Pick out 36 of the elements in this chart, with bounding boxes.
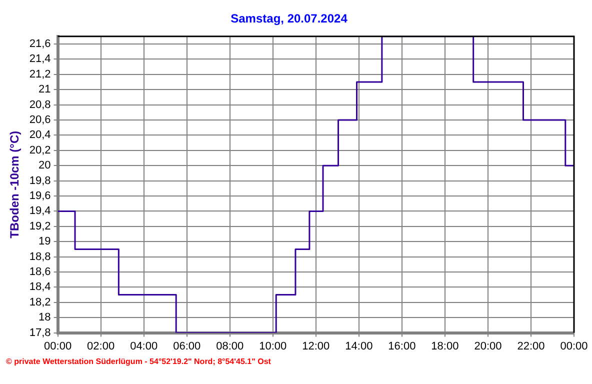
y-tick-label: 19,8 bbox=[29, 174, 51, 187]
y-tick-label: 19,4 bbox=[29, 205, 51, 218]
y-tick-label: 20,2 bbox=[29, 144, 51, 156]
y-tick-label: 18 bbox=[38, 312, 51, 324]
x-tick-label: 12:00 bbox=[302, 340, 330, 352]
y-tick-label: 20,6 bbox=[29, 114, 51, 126]
y-tick-label: 18,6 bbox=[29, 266, 51, 278]
text: © private Wetterstation Süderlügum - 54°52'19.2" Nord; 8°54'45.1" Ost bbox=[6, 357, 271, 366]
y-tick-label: 18,8 bbox=[29, 250, 51, 263]
x-tick-label: 18:00 bbox=[431, 340, 459, 352]
x-tick-label: 20:00 bbox=[474, 340, 502, 352]
y-tick-label: 17,8 bbox=[29, 326, 51, 339]
y-tick-label: 19 bbox=[38, 236, 51, 248]
y-tick-label: 18,2 bbox=[29, 296, 51, 308]
y-axis-title: TBoden -10cm (°C) bbox=[8, 130, 22, 238]
x-tick-label: 08:00 bbox=[216, 340, 244, 352]
y-tick-label: 21,2 bbox=[29, 68, 51, 80]
y-tick-label: 20,4 bbox=[29, 129, 51, 142]
y-tick-label: 20,8 bbox=[29, 98, 51, 111]
y-tick-label: 21 bbox=[38, 84, 51, 96]
y-tick-label: 20 bbox=[38, 160, 51, 172]
x-tick-label: 04:00 bbox=[130, 340, 158, 352]
x-tick-label: 16:00 bbox=[388, 340, 416, 352]
y-tick-label: 19,2 bbox=[29, 220, 51, 232]
x-tick-label: 00:00 bbox=[44, 340, 72, 352]
x-tick-label: 10:00 bbox=[259, 340, 287, 352]
x-tick-label: 00:00 bbox=[560, 340, 588, 352]
y-tick-label: 19,6 bbox=[29, 190, 51, 202]
y-tick-label: 21,4 bbox=[29, 53, 51, 66]
x-tick-label: 06:00 bbox=[173, 340, 201, 352]
x-tick-label: 02:00 bbox=[87, 340, 115, 352]
x-tick-label: 14:00 bbox=[345, 340, 373, 352]
y-tick-label: 21,6 bbox=[29, 38, 51, 50]
chart-title: Samstag, 20.07.2024 bbox=[230, 12, 348, 26]
x-tick-label: 22:00 bbox=[517, 340, 545, 352]
y-tick-label: 18,4 bbox=[29, 281, 51, 294]
